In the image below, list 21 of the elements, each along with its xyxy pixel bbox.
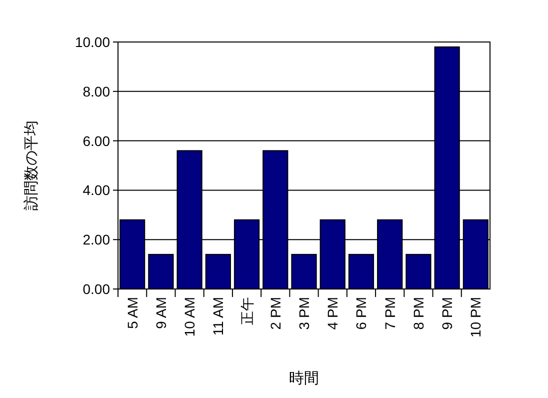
x-tick-label: 4 PM	[324, 297, 341, 330]
x-tick-label: 11 AM	[210, 297, 226, 336]
y-tick-label: 2.00	[82, 232, 110, 248]
x-tick-label: 6 PM	[353, 297, 370, 330]
y-tick-label: 0.00	[82, 281, 110, 297]
y-tick-label: 10.00	[74, 34, 110, 50]
y-tick-label: 6.00	[82, 132, 110, 149]
y-axis-title: 訪問数の平均	[23, 120, 40, 210]
x-tick-label: 正午	[238, 297, 255, 325]
x-axis-title: 時間	[289, 370, 319, 387]
y-tick-label: 8.00	[82, 83, 110, 100]
x-tick-label: 10 PM	[468, 297, 484, 338]
x-tick-label: 9 PM	[439, 297, 456, 330]
x-tick-label: 7 PM	[382, 297, 398, 330]
y-tick-label: 4.00	[82, 182, 110, 198]
x-tick-label: 8 PM	[410, 297, 426, 330]
x-tick-label: 10 AM	[182, 297, 198, 337]
x-tick-label: 5 AM	[124, 297, 140, 329]
x-tick-label: 9 AM	[152, 297, 169, 329]
x-tick-label: 3 PM	[296, 297, 312, 330]
x-tick-label: 2 PM	[267, 297, 284, 330]
